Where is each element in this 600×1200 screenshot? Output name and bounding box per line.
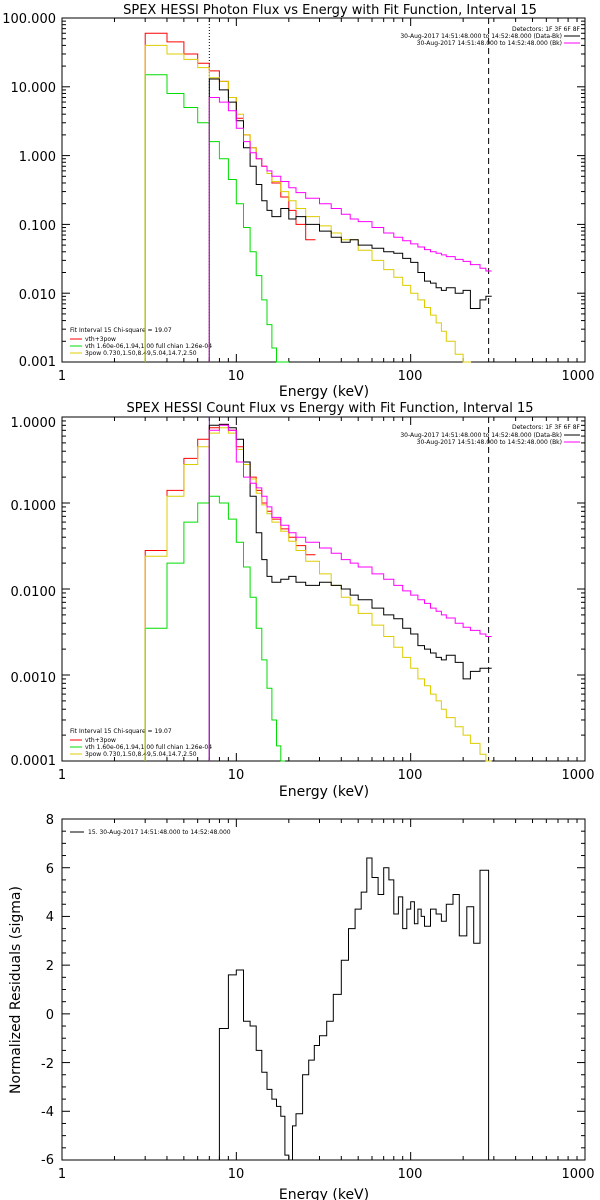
photon-series-data-bk (208, 78, 492, 362)
resid-ytick-neg2: -2 (41, 1057, 54, 1072)
count-legend-right: 30-Aug-2017 14:51:48.000 to 14:52:48.000… (400, 432, 580, 446)
photon-plot-frame (61, 17, 586, 363)
photon-legend-data-label: 30-Aug-2017 14:51:48.000 to 14:52:48.000… (400, 33, 562, 40)
count-detectors-label: Detectors: 1F 3F 6F 8F (512, 424, 581, 431)
photon-legend-left: Fit Interval 15 Chi-square = 19.07 vth+3… (70, 327, 212, 357)
count-xtick-10: 10 (228, 768, 245, 783)
photon-xtick-100: 100 (398, 369, 423, 384)
resid-ytick-2: 2 (46, 959, 54, 974)
count-legend-fit-label: Fit Interval 15 Chi-square = 19.07 (70, 728, 172, 735)
count-ytick-1: 1.0000 (11, 416, 57, 431)
photon-ytick-1: 1.000 (19, 150, 56, 165)
resid-xtick-1000: 1000 (561, 1167, 594, 1182)
resid-xtick-10: 10 (228, 1167, 245, 1182)
resid-xtick-1: 1 (58, 1167, 66, 1182)
photon-xaxis-label: Energy (keV) (279, 384, 369, 400)
residuals-xaxis-label: Energy (keV) (279, 1187, 369, 1200)
count-flux-panel: SPEX HESSI Count Flux vs Energy with Fit… (11, 401, 595, 800)
photon-chart-title: SPEX HESSI Photon Flux vs Energy with Fi… (123, 3, 537, 18)
photon-ytick-0.1: 0.100 (19, 219, 56, 234)
count-series-vth-3pow (144, 423, 316, 761)
resid-ytick-0: 0 (46, 1008, 54, 1023)
photon-ytick-10: 10.000 (11, 81, 57, 96)
photon-xtick-10: 10 (228, 369, 245, 384)
count-legend-3pow-label: 3pow 0.730,1.50,8.49,5.04,14.7,2.50 (85, 751, 197, 758)
count-ytick-0.1: 0.1000 (11, 499, 57, 514)
count-series-bk (208, 424, 492, 761)
residuals-yaxis-label: Normalized Residuals (sigma) (8, 886, 24, 1094)
count-series-vth (144, 495, 286, 762)
photon-legend-vth-label: vth 1.60e-06,1.94,1.00 full chian 1.26e-… (85, 343, 212, 350)
count-legend-total-label: vth+3pow (85, 737, 116, 744)
count-xtick-1: 1 (58, 768, 66, 783)
count-ytick-0.01: 0.0100 (11, 585, 57, 600)
photon-xtick-1000: 1000 (561, 369, 594, 384)
photon-legend-total-label: vth+3pow (85, 336, 116, 343)
residuals-panel: 15. 30-Aug-2017 14:51:48.000 to 14:52:48… (8, 813, 595, 1200)
photon-ytick-0.01: 0.010 (19, 288, 56, 303)
photon-detectors-label: Detectors: 1F 3F 6F 8F (512, 26, 581, 33)
count-ytick-0.0001: 0.0001 (11, 754, 57, 769)
photon-legend-fit-label: Fit Interval 15 Chi-square = 19.07 (70, 327, 172, 334)
count-legend-data-label: 30-Aug-2017 14:51:48.000 to 14:52:48.000… (400, 432, 562, 439)
count-legend-left: Fit Interval 15 Chi-square = 19.07 vth+3… (70, 728, 212, 758)
count-ytick-0.001: 0.0010 (11, 671, 57, 686)
count-legend-bk-label: 30-Aug-2017 14:51:48.000 to 14:52:48.000… (417, 439, 562, 446)
photon-ytick-0.001: 0.001 (19, 355, 56, 370)
resid-ytick-6: 6 (46, 862, 54, 877)
resid-ytick-neg4: -4 (41, 1105, 54, 1120)
photon-series-vth-3pow (144, 32, 316, 362)
photon-series-bk (208, 97, 492, 362)
photon-series-vth (144, 74, 289, 363)
residuals-legend-label: 15. 30-Aug-2017 14:51:48.000 to 14:52:48… (88, 829, 231, 836)
count-legend-vth-label: vth 1.60e-06,1.94,1.00 full chian 1.26e-… (85, 744, 212, 751)
residuals-plot-frame (61, 818, 586, 1161)
count-xtick-100: 100 (398, 768, 423, 783)
photon-legend-3pow-label: 3pow 0.730,1.50,8.49,5.04,14.7,2.50 (85, 350, 197, 357)
photon-legend-right: 30-Aug-2017 14:51:48.000 to 14:52:48.000… (400, 33, 580, 47)
resid-xtick-100: 100 (398, 1167, 423, 1182)
photon-legend-bk-label: 30-Aug-2017 14:51:48.000 to 14:52:48.000… (417, 40, 562, 47)
photon-ytick-100: 100.000 (2, 12, 56, 27)
photon-flux-panel: SPEX HESSI Photon Flux vs Energy with Fi… (2, 3, 594, 400)
resid-series-15-30-aug-2017-14-51 (209, 857, 492, 1161)
count-xtick-1000: 1000 (561, 768, 594, 783)
photon-xtick-1: 1 (58, 369, 66, 384)
resid-ytick-4: 4 (46, 910, 54, 925)
count-series-data-bk (208, 423, 492, 761)
resid-ytick-neg6: -6 (41, 1153, 54, 1168)
photon-series-3pow (144, 44, 472, 363)
count-series-3pow (144, 427, 492, 762)
count-xaxis-label: Energy (keV) (279, 784, 369, 800)
count-chart-title: SPEX HESSI Count Flux vs Energy with Fit… (126, 401, 533, 416)
count-plot-frame (61, 416, 586, 762)
resid-ytick-8: 8 (46, 813, 54, 828)
residuals-legend: 15. 30-Aug-2017 14:51:48.000 to 14:52:48… (70, 829, 231, 836)
